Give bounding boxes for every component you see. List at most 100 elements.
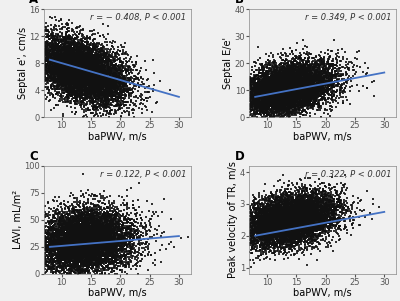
Point [69, 226, 76, 231]
Point [42, 263, 49, 268]
Point [293, 225, 300, 229]
Point [274, 211, 280, 216]
Point [272, 218, 278, 223]
Point [80, 52, 86, 57]
Point [115, 255, 121, 259]
Point [71, 231, 77, 236]
Point [258, 222, 264, 227]
Point [69, 230, 75, 234]
Point [73, 71, 80, 76]
Point [91, 62, 97, 67]
Point [92, 247, 99, 251]
Point [87, 225, 93, 230]
Point [66, 235, 73, 240]
Point [263, 231, 269, 235]
Point [122, 82, 129, 87]
Point [72, 227, 78, 231]
Point [72, 77, 78, 82]
Point [300, 80, 306, 85]
Point [81, 248, 87, 253]
Point [46, 235, 53, 240]
Point [265, 75, 272, 79]
Point [96, 237, 102, 242]
Point [109, 244, 115, 249]
Point [280, 232, 286, 237]
Point [78, 234, 84, 239]
Point [274, 214, 280, 219]
Point [248, 72, 254, 77]
Point [292, 83, 298, 88]
Point [296, 216, 302, 221]
Point [117, 96, 123, 101]
Point [93, 211, 99, 216]
Point [64, 66, 70, 71]
Point [56, 240, 63, 245]
Point [105, 257, 111, 262]
Point [86, 72, 92, 77]
Point [279, 211, 286, 216]
Point [286, 235, 292, 240]
Point [53, 53, 60, 58]
Point [119, 225, 125, 230]
Point [264, 231, 270, 236]
Point [307, 225, 313, 229]
Point [45, 220, 52, 225]
Point [283, 226, 289, 231]
Point [66, 224, 72, 229]
Point [255, 220, 262, 225]
Point [71, 271, 78, 276]
Point [100, 229, 107, 234]
Point [93, 74, 99, 79]
Point [61, 53, 67, 58]
Point [72, 265, 78, 270]
Point [252, 256, 259, 261]
Point [138, 241, 144, 246]
Point [284, 67, 291, 71]
Point [328, 200, 334, 205]
Point [304, 73, 310, 78]
Point [268, 201, 274, 206]
Point [336, 198, 343, 203]
Point [60, 228, 66, 232]
Point [269, 104, 275, 109]
Point [263, 219, 269, 223]
Point [56, 211, 62, 216]
Point [60, 42, 66, 47]
Point [319, 229, 325, 234]
Point [267, 97, 273, 101]
Point [285, 85, 291, 90]
Point [73, 52, 79, 57]
Point [285, 113, 291, 117]
Point [101, 232, 108, 237]
Point [52, 69, 58, 74]
Point [44, 34, 50, 39]
Point [72, 254, 79, 259]
Point [105, 231, 112, 236]
Point [59, 251, 65, 256]
Point [296, 69, 303, 74]
Point [286, 209, 292, 214]
Point [285, 222, 291, 227]
Point [256, 244, 263, 249]
Point [71, 61, 77, 66]
Point [109, 214, 116, 219]
Point [292, 231, 299, 236]
Point [43, 68, 50, 73]
Point [286, 74, 292, 79]
Point [284, 238, 291, 243]
Point [324, 203, 330, 208]
Point [296, 247, 302, 252]
Point [89, 85, 95, 90]
Point [270, 100, 276, 105]
Point [271, 87, 277, 92]
Point [302, 226, 308, 231]
Point [341, 219, 347, 224]
Point [132, 75, 139, 80]
Point [90, 76, 96, 81]
Point [100, 246, 106, 250]
Point [345, 67, 352, 72]
Point [263, 92, 270, 97]
Point [288, 71, 295, 76]
Point [70, 52, 76, 57]
Point [86, 70, 92, 75]
